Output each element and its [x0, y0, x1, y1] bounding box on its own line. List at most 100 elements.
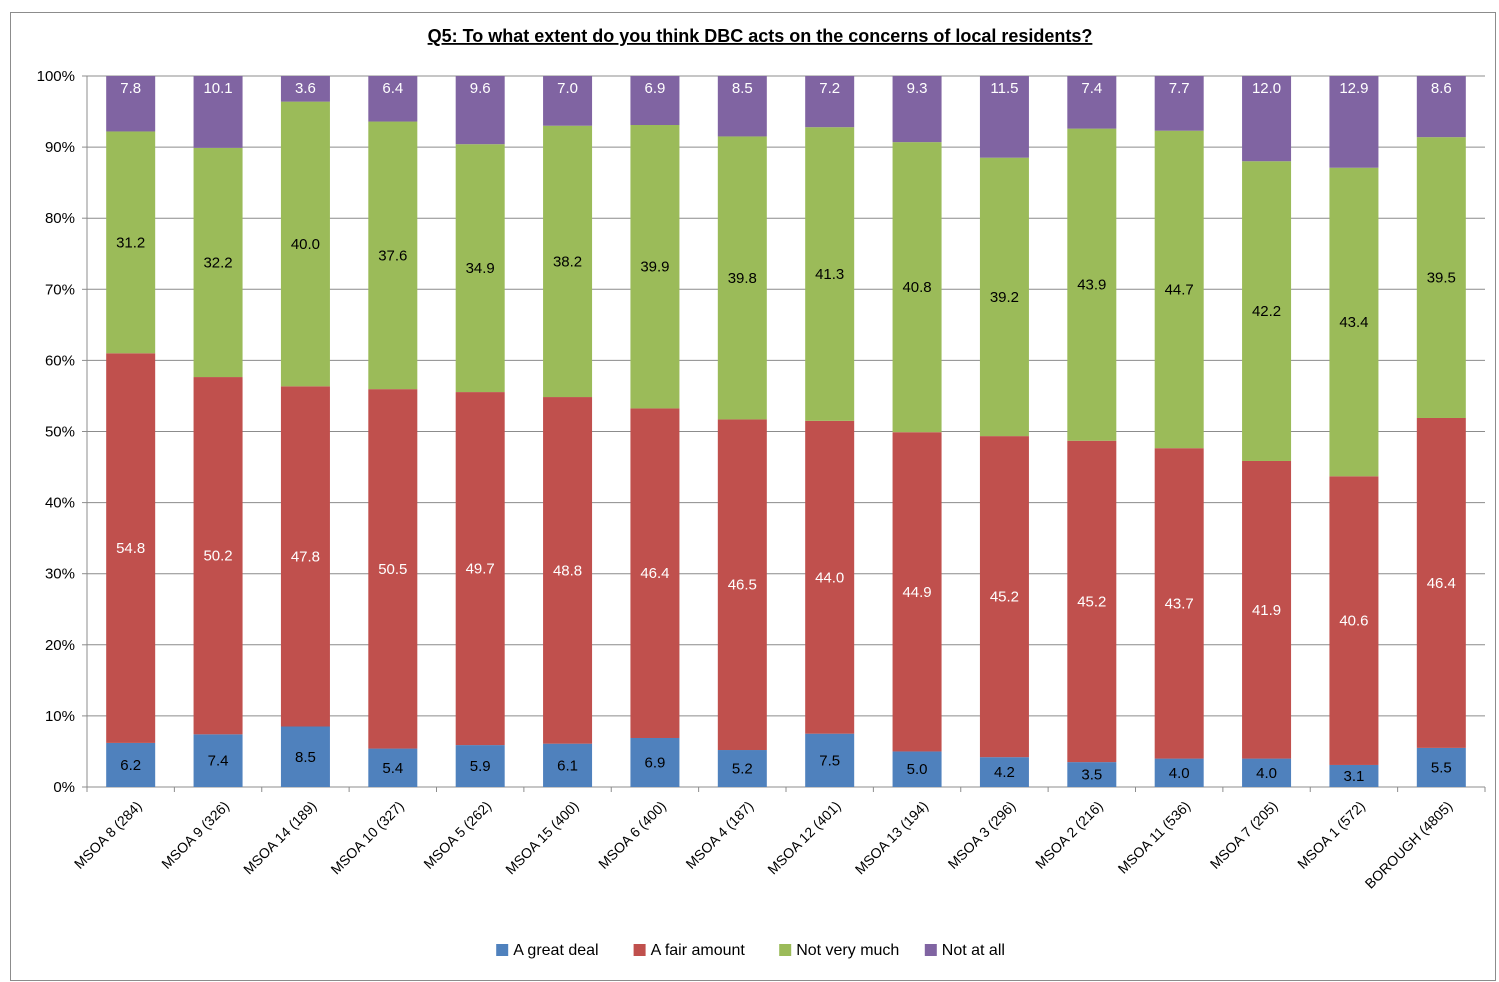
data-label: 6.9 — [645, 754, 666, 771]
data-label: 10.1 — [203, 80, 232, 97]
data-label: 39.2 — [990, 289, 1019, 306]
x-category-label: MSOA 2 (216) — [1032, 798, 1106, 872]
data-label: 7.8 — [120, 80, 141, 97]
data-label: 40.8 — [902, 279, 931, 296]
bar-segment — [1242, 758, 1292, 787]
data-label: 39.5 — [1427, 270, 1456, 287]
bar-segment — [1154, 76, 1204, 131]
bar-segment — [805, 420, 855, 734]
data-label: 5.4 — [382, 760, 403, 777]
y-tick-label: 20% — [45, 637, 75, 654]
data-label: 5.0 — [907, 761, 928, 778]
data-label: 7.4 — [208, 753, 229, 770]
legend-label: Not at all — [942, 942, 1005, 959]
x-category-label: MSOA 13 (194) — [852, 798, 932, 878]
data-label: 8.5 — [732, 80, 753, 97]
bar-segment — [892, 751, 942, 787]
legend-label: A fair amount — [651, 942, 746, 959]
data-label: 34.9 — [466, 260, 495, 277]
x-category-label: MSOA 12 (401) — [764, 798, 844, 878]
bar-segment — [1329, 764, 1379, 787]
legend-swatch — [633, 944, 646, 956]
data-label: 43.4 — [1339, 314, 1368, 331]
data-label: 3.6 — [295, 80, 316, 97]
data-label: 5.5 — [1431, 759, 1452, 776]
bar-segment — [1067, 762, 1117, 787]
data-label: 7.7 — [1169, 80, 1190, 97]
data-label: 44.7 — [1165, 281, 1194, 298]
bar-segment — [1416, 417, 1466, 748]
bars — [106, 76, 1466, 787]
bar-segment — [455, 144, 505, 393]
data-label: 31.2 — [116, 234, 145, 251]
bar-segment — [193, 147, 243, 378]
x-category-label: MSOA 5 (262) — [420, 798, 494, 872]
y-tick-label: 60% — [45, 352, 75, 369]
data-label: 43.7 — [1165, 595, 1194, 612]
data-label: 5.2 — [732, 761, 753, 778]
bar-segment — [1242, 76, 1292, 162]
bar-segment — [892, 76, 942, 143]
bar-segment — [543, 125, 593, 398]
bar-segment — [193, 76, 243, 148]
y-tick-label: 30% — [45, 566, 75, 583]
data-label: 4.0 — [1256, 765, 1277, 782]
bar-segment — [630, 737, 680, 787]
bar-segment — [717, 750, 767, 787]
legend: A great deal A fair amount Not very much No… — [496, 942, 1005, 959]
bar-segment — [368, 748, 418, 787]
bar-segment — [979, 436, 1029, 758]
x-category-label: MSOA 3 (296) — [945, 798, 1019, 872]
bar-segment — [1416, 76, 1466, 138]
y-tick-label: 0% — [53, 779, 75, 796]
bar-segment — [630, 76, 680, 126]
data-label: 39.9 — [640, 259, 669, 276]
bar-segment — [979, 757, 1029, 787]
bar-segment — [1154, 448, 1204, 759]
bar-segment — [106, 131, 156, 354]
data-label: 3.1 — [1344, 768, 1365, 785]
data-label: 40.6 — [1339, 613, 1368, 630]
legend-swatch — [496, 944, 509, 956]
data-label: 41.3 — [815, 266, 844, 283]
data-label: 42.2 — [1252, 303, 1281, 320]
bar-segment — [1067, 128, 1117, 441]
data-label: 40.0 — [291, 236, 320, 253]
bar-segment — [717, 136, 767, 420]
bar-segment — [1154, 758, 1204, 787]
data-label: 7.4 — [1081, 80, 1102, 97]
x-category-label: BOROUGH (4805) — [1362, 798, 1456, 892]
bar-segment — [543, 397, 593, 744]
data-label: 12.0 — [1252, 80, 1281, 97]
x-category-label: MSOA 11 (536) — [1114, 798, 1193, 877]
data-label: 7.2 — [819, 80, 840, 97]
bar-segment — [280, 76, 330, 102]
bar-segment — [1329, 476, 1379, 765]
bar-segment — [892, 432, 942, 752]
y-tick-label: 10% — [45, 708, 75, 725]
bar-segment — [368, 121, 418, 390]
data-labels: 6.2 54.8 31.2 7.8 7.4 50.2 32.2 10.1 8.5 47.8 40.0… — [116, 80, 1456, 785]
x-category-label: MSOA 7 (205) — [1207, 798, 1281, 872]
bar-segment — [1416, 747, 1466, 787]
y-tick-label: 50% — [45, 424, 75, 441]
x-category-label: MSOA 14 (189) — [240, 798, 320, 878]
legend-label: A great deal — [513, 942, 598, 959]
data-label: 38.2 — [553, 253, 582, 270]
data-label: 8.5 — [295, 749, 316, 766]
data-label: 6.9 — [645, 80, 666, 97]
data-label: 39.8 — [728, 270, 757, 287]
data-label: 47.8 — [291, 548, 320, 565]
data-label: 6.1 — [557, 757, 578, 774]
data-label: 8.6 — [1431, 80, 1452, 97]
data-label: 46.4 — [640, 565, 669, 582]
y-tick-label: 90% — [45, 139, 75, 156]
y-tick-label: 40% — [45, 495, 75, 512]
data-label: 44.9 — [902, 584, 931, 601]
bar-segment — [979, 76, 1029, 158]
bar-segment — [455, 745, 505, 787]
bar-segment — [805, 733, 855, 787]
data-label: 5.9 — [470, 758, 491, 775]
data-label: 48.8 — [553, 562, 582, 579]
